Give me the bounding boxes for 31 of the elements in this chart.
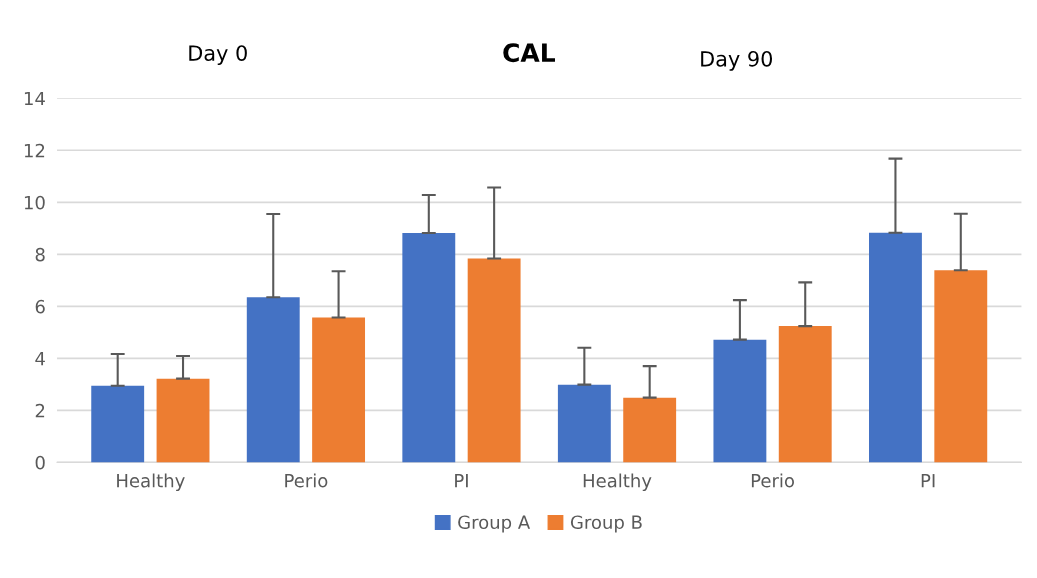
x-tick-label: PI xyxy=(921,474,935,488)
text: Day 0 xyxy=(189,45,247,65)
bar xyxy=(557,384,611,463)
text: Day 90 xyxy=(701,50,773,71)
x-tick-label: Perio xyxy=(751,473,794,488)
legend-label: Group B xyxy=(570,515,642,533)
x-tick-label: Perio xyxy=(285,473,328,488)
bar xyxy=(156,378,210,463)
bar xyxy=(623,397,677,463)
y-tick-label: 6 xyxy=(35,299,45,314)
y-tick-label: 8 xyxy=(35,247,45,262)
bar xyxy=(246,297,300,463)
bar xyxy=(869,232,922,463)
bar xyxy=(713,339,767,463)
y-tick-label: 2 xyxy=(35,403,45,418)
y-tick-label: 10 xyxy=(24,195,45,210)
bar xyxy=(91,385,145,463)
y-tick-label: 4 xyxy=(35,352,45,366)
y-tick-label: 12 xyxy=(24,143,45,158)
bar xyxy=(312,317,366,463)
x-tick-label: PI xyxy=(455,474,468,488)
x-tick-label: Healthy xyxy=(117,473,185,491)
legend-label: Group A xyxy=(458,515,531,533)
chart-title: CAL xyxy=(503,43,555,63)
bar xyxy=(402,232,456,463)
y-tick-label: 0 xyxy=(35,455,45,470)
bar xyxy=(934,270,988,463)
x-tick-label: Healthy xyxy=(583,473,652,491)
y-tick-label: 14 xyxy=(24,91,45,106)
bar xyxy=(467,258,521,463)
bar xyxy=(778,326,832,463)
